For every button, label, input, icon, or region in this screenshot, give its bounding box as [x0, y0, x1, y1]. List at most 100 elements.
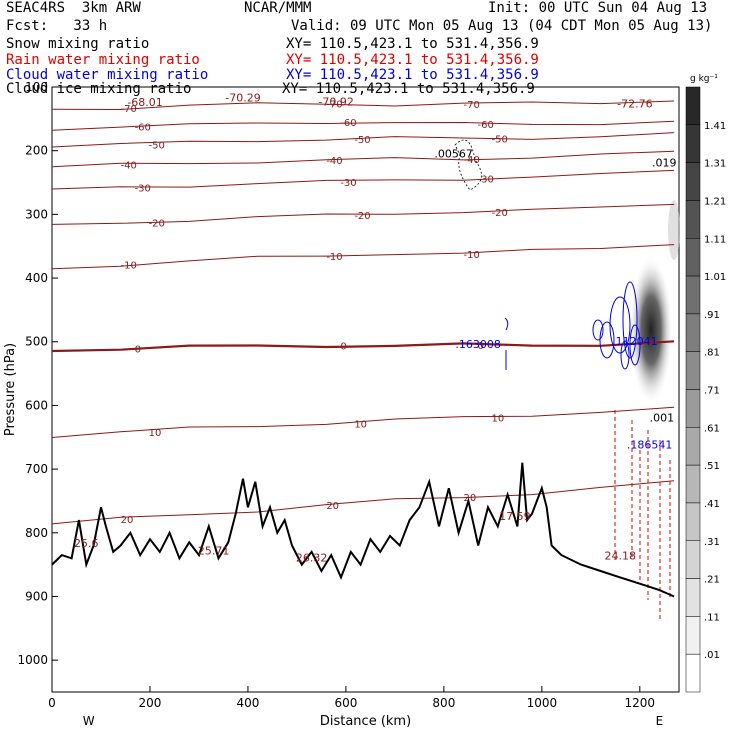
contour-label-9-0: 20	[121, 515, 134, 526]
field-xy-snow: XY= 110.5,423.1 to 531.4,356.9	[286, 36, 539, 52]
max-label-4: .00567	[434, 148, 473, 161]
contour-label-5-1: -20	[354, 211, 370, 222]
max-label-14: 24.18	[604, 550, 636, 563]
contour-label-6-0: -10	[121, 261, 137, 272]
contour-label-8-2: 10	[491, 414, 504, 425]
contour-label-8-1: 10	[354, 419, 367, 430]
max-labels: -68.01 -70.29 -70.92 -72.76 .00567 .019 .16300…	[74, 92, 677, 565]
contour-line-8	[51, 406, 675, 438]
contour-label-2-1: -50	[354, 135, 370, 146]
temperature-contours: -70 -70 -70 -60 -60 -60 -50 -50 -50 -40 -40 -40 -30 -…	[51, 100, 675, 526]
field-xy-cloud-ice: XY= 110.5,423.1 to 531.4,356.9	[282, 81, 535, 97]
contour-label-2-2: -50	[491, 135, 507, 146]
colorbar-cell-4	[685, 238, 701, 277]
plot-frame	[51, 86, 680, 693]
field-name-rain: Rain water mixing ratio	[6, 52, 200, 68]
east-label: E	[656, 714, 664, 728]
contour-label-3-1: -40	[326, 156, 342, 167]
contour-line-0	[51, 100, 675, 111]
contour-line-3	[51, 150, 675, 168]
colorbar-cell-3	[685, 200, 701, 239]
colorbar: 1.41 1.31 1.21 1.11 1.01 .91 .81 .71 .61 .51 .41 .3…	[685, 74, 726, 693]
contour-line-5	[51, 203, 675, 225]
max-label-1: -70.29	[225, 92, 260, 105]
contour-label-7-2: 0	[477, 341, 483, 352]
colorbar-label-10: .41	[704, 499, 720, 510]
contour-label-7-0: 0	[135, 345, 141, 356]
x-tick-label-4: 800	[432, 696, 455, 710]
colorbar-label-5: .91	[704, 310, 720, 321]
contour-label-0-1: -70	[326, 100, 342, 111]
contour-label-3-0: -40	[121, 161, 137, 172]
contour-label-6-2: -10	[463, 250, 479, 261]
contour-label-7-1: 0	[340, 342, 346, 353]
colorbar-cell-1	[685, 124, 701, 163]
contour-label-4-2: -30	[477, 175, 493, 186]
cloud-contour-3	[622, 281, 638, 359]
valid-time: Valid: 09 UTC Mon 05 Aug 13 (04 CDT Mon …	[291, 18, 713, 34]
colorbar-cell-9	[685, 427, 701, 466]
y-tick-label-2: 300	[25, 207, 48, 221]
contour-label-3-2: -40	[463, 155, 479, 166]
colorbar-label-6: .81	[704, 348, 720, 359]
colorbar-cell-10	[685, 464, 701, 504]
contour-label-0-0: -70	[121, 104, 137, 115]
x-tick-label-0: 0	[48, 696, 56, 710]
cloud-contour-0	[609, 296, 631, 354]
contour-label-1-0: -60	[135, 122, 151, 133]
terrain-profile	[51, 462, 675, 598]
max-label-2: -70.92	[318, 95, 353, 108]
colorbar-cell-11	[685, 502, 701, 541]
colorbar-cell-2	[685, 162, 701, 201]
max-label-7: .112041	[612, 335, 658, 348]
terrain-line	[51, 462, 675, 598]
cloud-contour-2	[592, 319, 604, 341]
colorbar-label-11: .31	[704, 537, 720, 548]
model-label: SEAC4RS 3km ARW	[6, 0, 141, 16]
colorbar-label-2: 1.21	[704, 196, 726, 207]
colorbar-label-8: .61	[704, 423, 720, 434]
y-tick-label-5: 600	[25, 398, 48, 412]
x-tick-label-3: 600	[334, 696, 357, 710]
contour-label-4-1: -30	[340, 178, 356, 189]
colorbar-label-4: 1.01	[704, 272, 726, 283]
max-label-13: 26.32	[296, 551, 328, 564]
max-label-0: -68.01	[127, 96, 162, 109]
forecast-hour: Fcst: 33 h	[6, 18, 108, 34]
contour-label-9-1: 20	[326, 501, 339, 512]
y-tick-label-9: 1000	[17, 653, 48, 667]
colorbar-cell-0	[685, 86, 701, 126]
snow-contour-blob	[454, 139, 482, 191]
contour-label-0-2: -70	[463, 100, 479, 111]
contour-line-9	[51, 480, 675, 525]
cloud-contour-5	[629, 324, 641, 366]
cloud-contour-4	[620, 340, 630, 370]
snow-contour	[454, 139, 482, 191]
colorbar-label-13: .11	[704, 612, 720, 623]
colorbar-cell-7	[685, 351, 701, 390]
max-label-11: 25.6	[74, 537, 99, 550]
contour-label-5-2: -20	[491, 208, 507, 219]
x-tick-label-1: 200	[139, 696, 162, 710]
y-axis-title: Pressure (hPa)	[3, 343, 18, 436]
max-label-6: .163008	[455, 338, 501, 351]
y-tick-label-1: 200	[25, 144, 48, 158]
contour-label-9-2: 20	[463, 493, 476, 504]
max-label-5: .019	[652, 157, 677, 170]
cloud-contour-small	[504, 317, 509, 370]
colorbar-label-7: .71	[704, 386, 720, 397]
axes: 0 200 400 600 800 1000 12001002003004005006007…	[3, 80, 663, 729]
colorbar-cell-8	[685, 389, 701, 428]
max-label-8: .186541	[627, 439, 673, 452]
y-tick-label-4: 500	[25, 335, 48, 349]
cloud-water-contours	[504, 281, 641, 370]
colorbar-cell-12	[685, 540, 701, 579]
field-name-cloud-ice: Cloud ice mixing ratio	[6, 81, 192, 97]
colorbar-label-14: .01	[704, 650, 720, 661]
y-tick-label-7: 800	[25, 526, 48, 540]
contour-line-7	[51, 340, 675, 353]
field-name-cloud-water: Cloud water mixing ratio	[6, 67, 209, 83]
cloud-contour-1	[599, 321, 615, 359]
y-tick-label-0: 100	[25, 80, 48, 94]
